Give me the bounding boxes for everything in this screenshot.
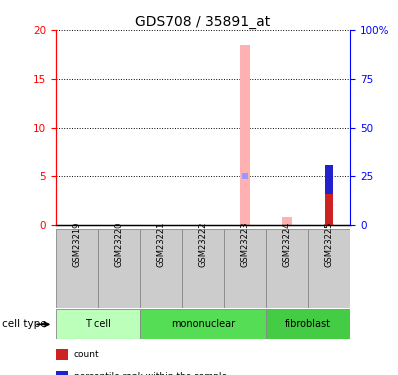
Text: mononuclear: mononuclear [171,320,235,329]
Bar [326,165,333,194]
Text: percentile rank within the sample: percentile rank within the sample [74,372,227,375]
Text: T cell: T cell [85,320,111,329]
FancyBboxPatch shape [224,229,266,308]
Text: GSM23221: GSM23221 [156,221,166,267]
Bar [240,45,250,225]
FancyBboxPatch shape [98,229,140,308]
Text: GSM23222: GSM23222 [199,221,207,267]
Text: GSM23219: GSM23219 [72,221,81,267]
FancyBboxPatch shape [140,229,182,308]
Text: count: count [74,350,99,359]
Text: cell type: cell type [2,320,47,329]
FancyBboxPatch shape [266,229,308,308]
FancyBboxPatch shape [56,309,140,339]
Text: GSM23224: GSM23224 [283,221,292,267]
Text: GSM23220: GSM23220 [114,221,123,267]
FancyBboxPatch shape [56,229,98,308]
FancyBboxPatch shape [140,309,266,339]
Bar [324,224,334,225]
Title: GDS708 / 35891_at: GDS708 / 35891_at [135,15,271,29]
Text: GSM23223: GSM23223 [240,221,250,267]
FancyBboxPatch shape [266,309,350,339]
FancyBboxPatch shape [182,229,224,308]
Bar [326,194,333,225]
Bar [282,217,293,225]
Text: fibroblast: fibroblast [285,320,331,329]
FancyBboxPatch shape [308,229,350,308]
Text: GSM23225: GSM23225 [325,221,334,267]
